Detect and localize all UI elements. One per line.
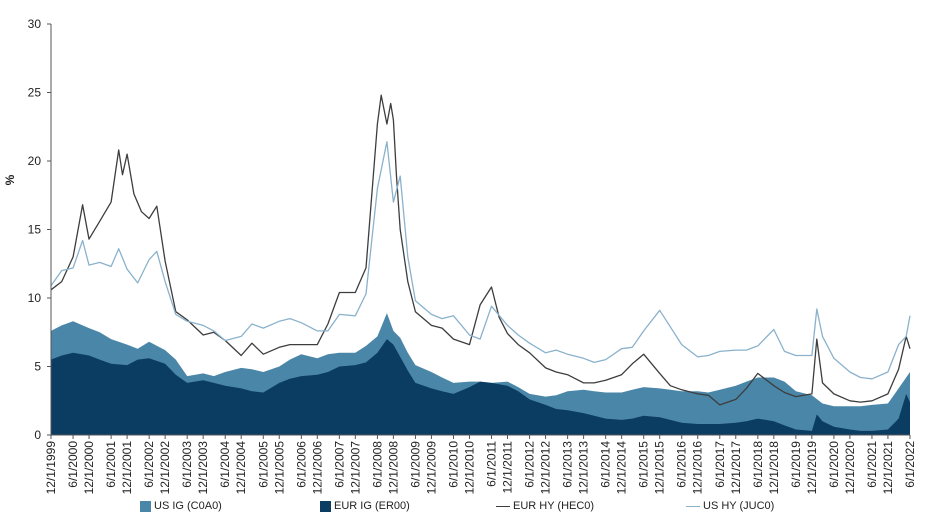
legend-swatch-us-hy [686,505,700,507]
x-tick-label: 6/1/2003 [180,441,194,488]
x-tick-label: 12/1/2015 [653,441,667,495]
y-tick-label: 25 [28,86,42,100]
axes-layer: 0 5 10 15 20 25 30 12/1/1999 6/1/2000 12/1/2000 6/… [28,17,917,494]
x-tick-label: 12/1/2013 [577,441,591,495]
line-series-us-hy-juc0 [50,141,911,380]
x-tick-label: 12/1/2010 [462,441,476,495]
legend-label-us-ig: US IG (C0A0) [154,500,222,512]
x-tick-label: 6/1/2009 [408,441,422,488]
x-tick-label: 6/1/2013 [561,441,575,488]
x-tick-label: 12/1/2021 [881,441,895,495]
y-tick-label: 15 [28,223,42,237]
x-tick-label: 12/1/1999 [44,441,58,495]
x-tick-label: 12/1/2003 [196,441,210,495]
x-tick-label: 6/1/2020 [827,441,841,488]
x-tick-label: 12/1/2000 [82,441,96,495]
legend-item-us-ig: US IG (C0A0) [140,500,222,512]
x-tick-label: 6/1/2002 [142,441,156,488]
x-tick-label: 6/1/2005 [256,441,270,488]
x-tick-label: 12/1/2006 [310,441,324,495]
x-tick-label: 12/1/2008 [386,441,400,495]
x-tick-label: 12/1/2017 [729,441,743,495]
x-tick-label: 12/1/2014 [615,441,629,495]
area-layer [51,313,910,435]
y-tick-label: 20 [28,154,42,168]
legend-label-eur-hy: EUR HY (HEC0) [513,500,595,512]
area-series-eur-ig-er00 [51,339,910,435]
x-tick-label: 6/1/2010 [446,441,460,488]
x-tick-label: 6/1/2008 [370,441,384,488]
x-tick-label: 12/1/2011 [501,441,515,494]
x-tick-label: 12/1/2012 [539,441,553,495]
x-tick-label: 6/1/2007 [332,441,346,488]
y-tick-label: 0 [34,428,41,442]
legend-swatch-eur-hy [496,505,510,507]
x-tick-label: 6/1/2019 [789,441,803,488]
x-tick-label: 6/1/2022 [903,441,917,488]
legend-item-us-hy: US HY (JUC0) [686,500,774,512]
x-tick-label: 12/1/2005 [272,441,286,495]
x-tick-label: 12/1/2007 [348,441,362,495]
x-tick-label: 6/1/2012 [523,441,537,488]
x-tick-label: 12/1/2016 [691,441,705,495]
x-tick-label: 12/1/2009 [424,441,438,495]
legend-label-eur-ig: EUR IG (ER00) [334,500,410,512]
x-tick-label: 6/1/2011 [485,441,499,487]
x-tick-label: 12/1/2004 [234,441,248,495]
x-tick-label: 6/1/2015 [637,441,651,488]
x-tick-label: 12/1/2018 [767,441,781,495]
x-tick-label: 6/1/2000 [66,441,80,488]
x-tick-label: 6/1/2001 [104,441,118,488]
legend-swatch-eur-ig [320,500,331,512]
x-tick-label: 12/1/2001 [120,441,134,495]
y-tick-label: 30 [28,17,42,31]
legend-label-us-hy: US HY (JUC0) [703,500,775,512]
x-tick-label: 12/1/2002 [158,441,172,495]
x-tick-label: 6/1/2017 [713,441,727,488]
legend-item-eur-hy: EUR HY (HEC0) [496,500,594,512]
line-series-eur-hy-hec0 [50,94,911,406]
legend: US IG (C0A0) EUR IG (ER00) EUR HY (HEC0)… [140,500,840,520]
y-axis-label: % [3,174,17,185]
y-tick-label: 5 [34,360,41,374]
x-tick-label: 12/1/2020 [843,441,857,495]
x-tick-label: 6/1/2014 [599,441,613,488]
legend-swatch-us-ig [140,500,151,512]
legend-item-eur-ig: EUR IG (ER00) [320,500,410,512]
x-tick-label: 6/1/2016 [675,441,689,488]
x-tick-label: 6/1/2004 [218,441,232,488]
x-tick-label: 12/1/2019 [805,441,819,495]
x-tick-label: 6/1/2018 [751,441,765,488]
y-tick-label: 10 [28,291,42,305]
chart-canvas: 0 5 10 15 20 25 30 12/1/1999 6/1/2000 12/1/2000 6/… [3,17,917,494]
line-layer [50,94,911,406]
x-tick-label: 6/1/2006 [294,441,308,488]
x-tick-label: 6/1/2021 [865,441,879,488]
